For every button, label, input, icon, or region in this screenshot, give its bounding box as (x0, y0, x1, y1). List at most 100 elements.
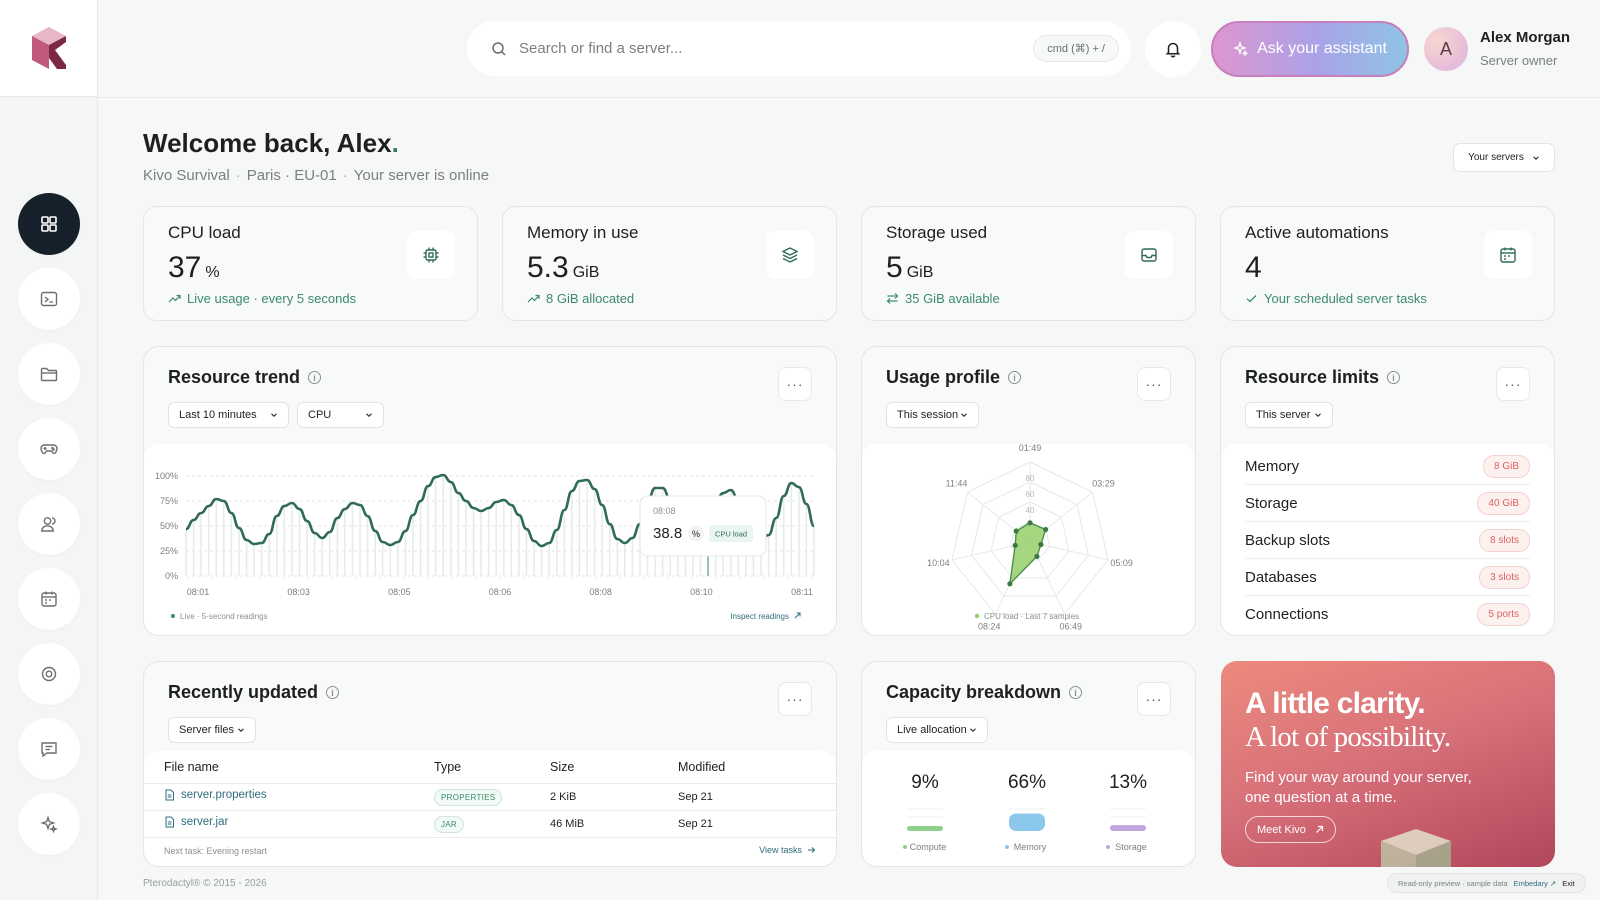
column-header[interactable]: File name (144, 751, 434, 784)
check-icon (1246, 295, 1257, 303)
view-tasks-link[interactable]: View tasks (759, 845, 816, 855)
limit-name: Databases (1245, 568, 1317, 586)
arrow-up-right-icon (1315, 825, 1324, 833)
x-tick-label: 08:08 (589, 587, 612, 597)
column-header[interactable]: Size (550, 751, 678, 784)
stat-icon-box (766, 231, 814, 279)
chart-panel: 01:4903:2905:0906:4908:2410:0411:4420406… (862, 443, 1195, 635)
more-options-button[interactable]: ··· (1137, 367, 1171, 401)
limit-name: Storage (1245, 494, 1298, 512)
stat-note: Your scheduled server tasks (1245, 291, 1427, 306)
radar-ring (990, 501, 1070, 579)
chevron-down-icon (366, 413, 372, 418)
limit-row: Storage 40 GiB (1245, 485, 1530, 522)
time-range-select[interactable]: Last 10 minutes (168, 402, 289, 428)
meet-kivo-button[interactable]: Meet Kivo (1245, 816, 1336, 843)
file-modified: Sep 21 (678, 783, 836, 811)
nav-schedules[interactable] (18, 568, 80, 630)
stat-label: Storage used (886, 223, 988, 242)
radar-ring-label: 80 (1026, 474, 1035, 483)
nav-users[interactable] (18, 493, 80, 555)
info-icon[interactable]: i (1069, 686, 1083, 699)
chart-footer-left: Live · 5-second readings (180, 612, 268, 621)
search-bar[interactable]: Search or find a server... cmd (⌘) + / (467, 21, 1131, 76)
info-icon[interactable]: i (1387, 371, 1401, 384)
metric-select[interactable]: CPU (297, 402, 384, 428)
capacity-dot (1106, 845, 1110, 849)
card-title-text: Recently updated (168, 682, 319, 702)
limit-badge: 40 GiB (1477, 491, 1530, 515)
radar-ring (951, 461, 1109, 615)
cpu-icon (423, 247, 439, 263)
nav-files[interactable] (18, 343, 80, 405)
info-icon[interactable]: i (308, 371, 322, 384)
files-filter-select[interactable]: Server files (168, 717, 256, 743)
page-title-text: Welcome back, Alex (143, 128, 392, 158)
nav-settings[interactable] (18, 643, 80, 705)
capacity-bar (907, 826, 943, 831)
allocation-select[interactable]: Live allocation (886, 717, 988, 743)
stat-value: 5.3 GiB (527, 251, 599, 285)
server-name: Kivo Survival (143, 167, 230, 184)
kivo-logo-icon (31, 27, 66, 69)
nav-console[interactable] (18, 268, 80, 330)
server-subline: Kivo Survival · Paris · EU-01 · Your server … (143, 167, 490, 184)
your-servers-dropdown[interactable]: Your servers (1453, 143, 1555, 172)
info-icon[interactable]: i (326, 686, 340, 699)
info-icon[interactable]: i (1008, 371, 1022, 384)
chevron-down-icon (271, 413, 277, 418)
server-select[interactable]: This server (1245, 402, 1333, 428)
swap-icon (886, 293, 899, 304)
radar-axis-label: 06:49 (1060, 622, 1083, 632)
search-input[interactable]: Search or find a server... (519, 40, 683, 57)
stat-note: 35 GiB available (886, 291, 1000, 306)
more-options-button[interactable]: ··· (778, 367, 812, 401)
stat-label: Active automations (1245, 223, 1389, 242)
session-select[interactable]: This session (886, 402, 979, 428)
gamepad-icon (40, 444, 58, 455)
file-type-badge: JAR (434, 815, 465, 833)
trend-up-icon (527, 294, 540, 303)
column-header[interactable]: Type (434, 751, 550, 784)
more-options-button[interactable]: ··· (1496, 367, 1530, 401)
layers-icon (781, 247, 799, 263)
arrow-right-icon (808, 847, 816, 853)
more-options-button[interactable]: ··· (778, 682, 812, 716)
files-table: File name Type Size Modified server.prop… (144, 751, 836, 838)
nav-game[interactable] (18, 418, 80, 480)
more-options-button[interactable]: ··· (1137, 682, 1171, 716)
capacity-breakdown-card: Capacity breakdown i ··· Live allocation … (861, 661, 1196, 867)
stat-card-memory: Memory in use 5.3 GiB 8 GiB allocated (502, 206, 837, 321)
usage-profile-card: Usage profile i ··· This session 01:49 03:… (861, 346, 1196, 636)
nav-assistant[interactable] (18, 793, 80, 855)
chevron-down-icon (238, 728, 244, 733)
file-type-badge: PROPERTIES (434, 788, 503, 806)
file-icon (165, 816, 174, 828)
column-header[interactable]: Modified (678, 751, 836, 784)
preview-text: Read-only preview · sample data (1398, 878, 1508, 888)
avatar[interactable]: A (1424, 27, 1468, 71)
your-servers-label: Your servers (1468, 152, 1524, 163)
ask-assistant-button[interactable]: Ask your assistant (1211, 21, 1409, 77)
user-name[interactable]: Alex Morgan (1480, 29, 1571, 46)
nav-dashboard[interactable] (18, 193, 80, 255)
radar-point (1043, 526, 1049, 533)
dashboard-icon (41, 216, 57, 232)
nav-messages[interactable] (18, 718, 80, 780)
table-row[interactable]: server.properties PROPERTIES 2 KiB Sep 2… (144, 783, 836, 811)
page-title: Welcome back, Alex. (143, 128, 399, 158)
notifications-button[interactable] (1145, 21, 1201, 77)
file-link[interactable]: server.jar (164, 816, 228, 828)
select-value: Live allocation (897, 724, 967, 736)
files-panel: File name Type Size Modified server.prop… (144, 751, 836, 866)
file-link[interactable]: server.properties (164, 789, 267, 801)
table-header-row: File name Type Size Modified (144, 751, 836, 784)
capacity-bar (1110, 825, 1146, 831)
folder-icon (40, 367, 58, 382)
table-row[interactable]: server.jar JAR 46 MiB Sep 21 (144, 810, 836, 838)
radar-axis-label: 10:04 (927, 558, 950, 568)
exit-link[interactable]: Exit (1562, 878, 1575, 888)
embed-link[interactable]: Embedary ↗ (1513, 878, 1557, 888)
logo[interactable] (0, 0, 97, 97)
stat-icon-box (1125, 231, 1173, 279)
